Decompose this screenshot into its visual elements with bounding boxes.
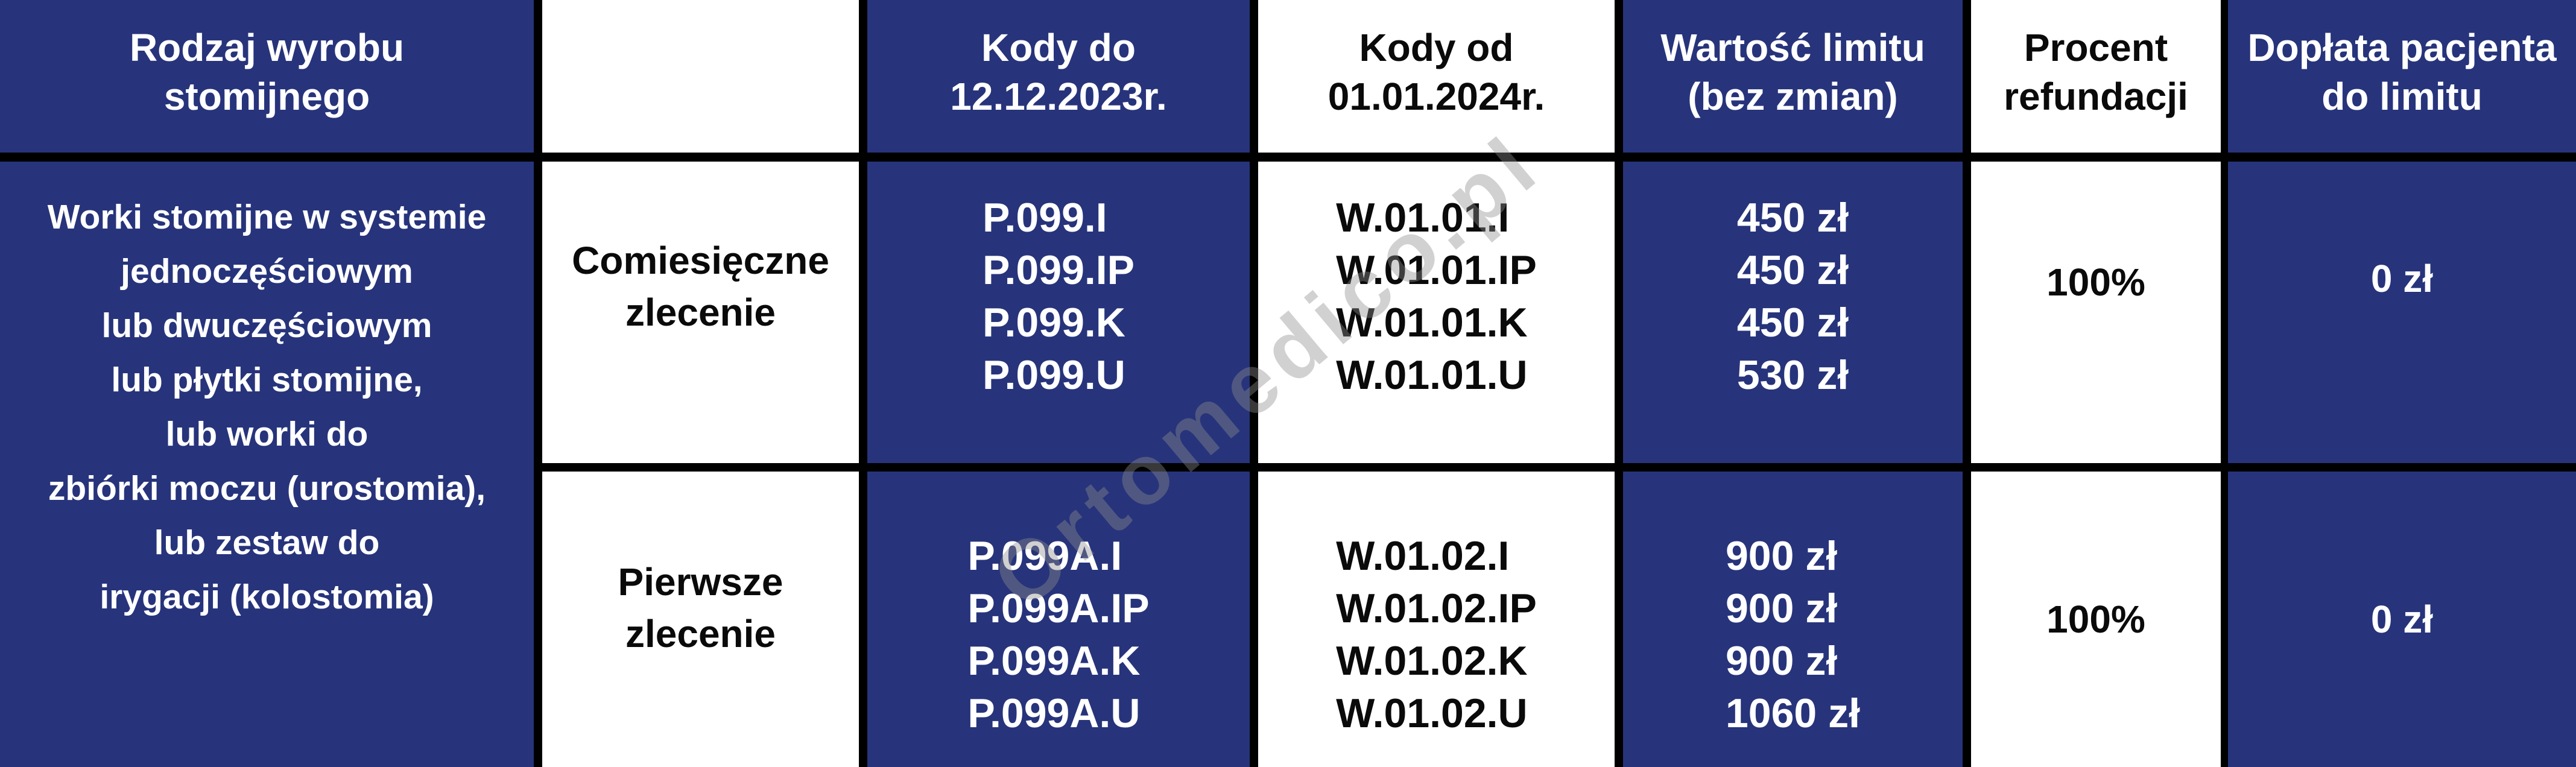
header-blank [542,0,859,153]
cell-row2-refund-percent: 100% [1971,472,2221,767]
row1-limit-values-text: 450 zł 450 zł 450 zł 530 zł [1736,195,1849,398]
header-codes-from: Kody od 01.01.2024r. [1258,0,1615,153]
cell-row1-order-type: Comiesięczne zlecenie [542,162,859,463]
cell-row2-codes-from: W.01.02.I W.01.02.IP W.01.02.K W.01.02.U [1258,472,1615,767]
cell-row1-refund-percent: 100% [1971,162,2221,463]
cell-row2-order-type: Pierwsze zlecenie [542,472,859,767]
header-refund-percent-label: Procent refundacji [2004,25,2188,118]
header-codes-until: Kody do 12.12.2023r. [867,0,1250,153]
cell-row1-codes-until: P.099.I P.099.IP P.099.K P.099.U [867,162,1250,463]
product-type-text: Worki stomijne w systemie jednoczęściowy… [47,198,487,616]
row2-limit-values-text: 900 zł 900 zł 900 zł 1060 zł [1725,533,1861,736]
cell-row1-codes-from: W.01.01.I W.01.01.IP W.01.01.K W.01.01.U [1258,162,1615,463]
row2-refund-percent-text: 100% [2046,598,2145,641]
cell-row2-codes-until: P.099A.I P.099A.IP P.099A.K P.099A.U [867,472,1250,767]
header-product-type: Rodzaj wyrobu stomijnego [0,0,534,153]
row2-codes-until-text: P.099A.I P.099A.IP P.099A.K P.099A.U [967,533,1150,736]
row1-codes-from-text: W.01.01.I W.01.01.IP W.01.01.K W.01.01.U [1336,195,1537,398]
cell-row2-limit-values: 900 zł 900 zł 900 zł 1060 zł [1623,472,1963,767]
header-limit-value-label: Wartość limitu (bez zmian) [1660,25,1925,118]
cell-row2-patient-copay: 0 zł [2228,472,2576,767]
row1-codes-until-text: P.099.I P.099.IP P.099.K P.099.U [982,195,1135,398]
header-limit-value: Wartość limitu (bez zmian) [1623,0,1963,153]
header-codes-until-label: Kody do 12.12.2023r. [950,25,1167,118]
header-patient-copay-label: Dopłata pacjenta do limitu [2247,25,2557,118]
cell-product-type: Worki stomijne w systemie jednoczęściowy… [0,162,534,767]
header-product-type-label: Rodzaj wyrobu stomijnego [129,25,405,118]
row2-order-type-text: Pierwsze zlecenie [618,560,783,655]
header-refund-percent: Procent refundacji [1971,0,2221,153]
header-codes-from-label: Kody od 01.01.2024r. [1328,25,1545,118]
row2-patient-copay-text: 0 zł [2370,598,2434,641]
row1-order-type-text: Comiesięczne zlecenie [572,239,829,334]
row1-refund-percent-text: 100% [2046,260,2145,304]
row2-codes-from-text: W.01.02.I W.01.02.IP W.01.02.K W.01.02.U [1336,533,1537,736]
cell-row1-patient-copay: 0 zł [2228,162,2576,463]
row1-patient-copay-text: 0 zł [2370,257,2434,300]
header-patient-copay: Dopłata pacjenta do limitu [2228,0,2576,153]
cell-row1-limit-values: 450 zł 450 zł 450 zł 530 zł [1623,162,1963,463]
